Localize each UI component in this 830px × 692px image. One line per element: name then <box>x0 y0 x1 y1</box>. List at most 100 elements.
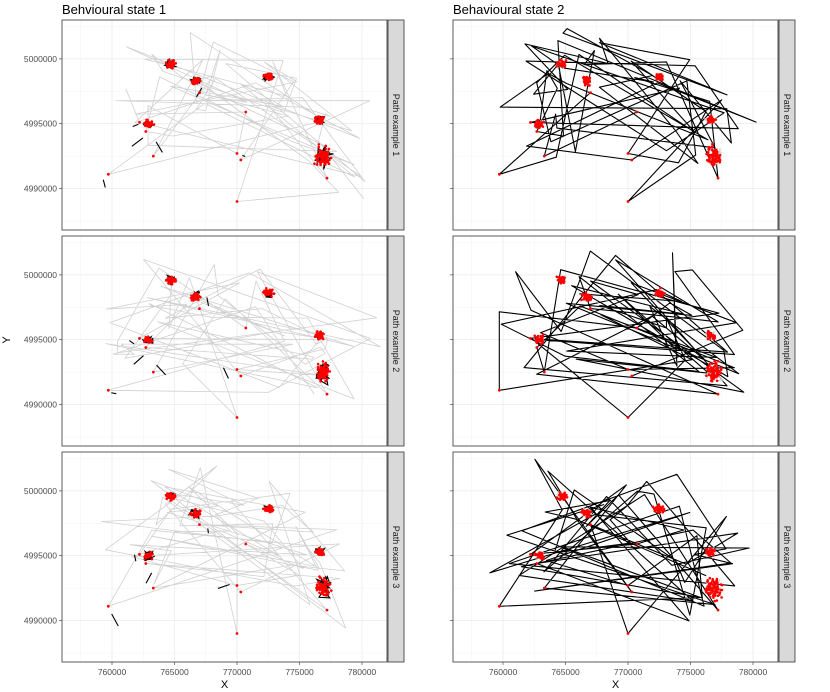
facet-strip <box>778 451 796 663</box>
location-point <box>541 335 544 338</box>
location-point <box>709 379 713 383</box>
location-point <box>145 123 148 127</box>
location-point <box>106 172 110 176</box>
location-point <box>719 583 723 586</box>
segment-line <box>222 367 229 379</box>
location-point <box>325 176 329 180</box>
location-point <box>710 145 714 148</box>
location-point <box>167 276 171 280</box>
location-point <box>559 497 562 501</box>
location-point <box>325 156 328 160</box>
location-point <box>529 553 532 556</box>
location-point <box>555 275 559 279</box>
location-point <box>708 576 712 580</box>
location-point <box>316 156 320 160</box>
location-point <box>714 369 718 372</box>
location-point <box>319 336 322 340</box>
location-point <box>539 554 542 558</box>
location-point <box>584 293 588 297</box>
x-tick-label: 770000 <box>614 667 643 677</box>
location-point <box>589 523 592 526</box>
location-point <box>195 298 199 301</box>
location-point <box>710 163 714 166</box>
location-point <box>657 507 660 511</box>
location-point <box>264 509 267 512</box>
location-point <box>267 505 270 509</box>
location-point <box>653 507 656 511</box>
panel-border <box>61 235 388 447</box>
panel-border <box>452 19 779 231</box>
y-tick-label: 4995000 <box>24 551 57 561</box>
location-point <box>147 341 151 344</box>
location-point <box>144 130 148 133</box>
location-point <box>320 156 323 159</box>
location-point <box>705 591 708 594</box>
location-point <box>661 292 664 295</box>
facet-panel <box>450 235 796 447</box>
location-point <box>661 78 664 81</box>
facet-panel <box>59 235 405 447</box>
location-point <box>165 63 169 67</box>
location-point <box>715 153 719 156</box>
location-point <box>320 119 324 122</box>
location-point <box>189 296 193 300</box>
location-point <box>586 512 589 516</box>
facet-strip <box>778 235 796 447</box>
strip-label: Path example 3 <box>391 526 401 589</box>
location-point <box>555 65 558 68</box>
location-point <box>555 496 559 499</box>
location-point <box>168 493 172 497</box>
location-point <box>320 582 323 586</box>
location-point <box>325 377 329 381</box>
x-tick-label: 765000 <box>160 667 189 677</box>
location-point <box>235 416 239 419</box>
location-point <box>316 362 320 366</box>
location-point <box>325 374 329 377</box>
location-point <box>190 298 194 302</box>
location-point <box>321 154 325 157</box>
location-point <box>167 58 170 62</box>
x-axis-title: X <box>221 679 229 691</box>
y-tick-label: 4995000 <box>24 119 57 129</box>
panel-background <box>453 452 778 662</box>
location-point <box>323 364 326 368</box>
location-point <box>706 586 710 590</box>
panel-border <box>452 451 779 663</box>
location-point <box>716 608 720 612</box>
location-point <box>144 562 148 565</box>
location-point <box>660 507 663 510</box>
location-point <box>588 84 591 87</box>
y-tick-label: 5000000 <box>24 54 57 64</box>
facet-strip <box>387 19 405 231</box>
location-point <box>565 496 569 499</box>
column-title: Behavioural state 2 <box>453 2 564 17</box>
location-point <box>270 295 273 298</box>
location-point <box>655 78 659 81</box>
location-point <box>707 364 711 367</box>
location-point <box>319 576 322 580</box>
location-point <box>196 292 200 296</box>
location-point <box>152 123 156 126</box>
location-point <box>196 295 199 298</box>
location-point <box>635 110 639 114</box>
location-point <box>714 157 718 160</box>
location-point <box>194 78 197 81</box>
location-point <box>540 339 543 343</box>
location-point <box>588 77 591 81</box>
location-point <box>711 586 715 590</box>
location-point <box>316 365 320 369</box>
segment-line <box>133 355 144 365</box>
location-point <box>319 372 323 375</box>
location-point <box>268 292 272 296</box>
location-point <box>269 510 272 514</box>
location-point <box>262 73 266 77</box>
location-point <box>711 578 715 582</box>
location-point <box>657 503 661 506</box>
x-tick-label: 775000 <box>676 667 705 677</box>
location-point <box>313 162 316 165</box>
location-point <box>713 599 716 603</box>
location-point <box>560 495 563 499</box>
location-point <box>317 115 321 118</box>
location-point <box>558 493 561 497</box>
location-point <box>328 370 332 373</box>
